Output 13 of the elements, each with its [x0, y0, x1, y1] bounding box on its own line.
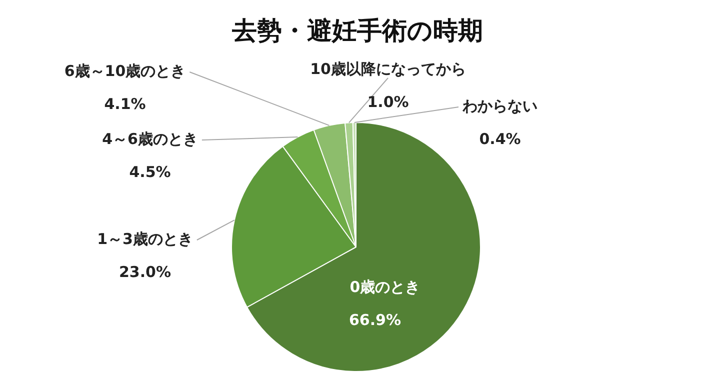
data-label: 0.4% — [479, 130, 521, 148]
chart-title: 去勢・避妊手術の時期 — [231, 15, 484, 47]
slice-label: 0歳のとき — [350, 278, 420, 296]
data-label: 4.1% — [104, 94, 146, 113]
data-label: 66.9% — [348, 310, 402, 329]
slice-label: わからない — [462, 96, 538, 115]
slice-label: 1～3歳のとき — [97, 230, 193, 248]
data-label: 23.0% — [118, 262, 172, 281]
slice-label: 10歳以降になってから — [310, 60, 466, 78]
slice-label: 6歳～10歳のとき — [64, 62, 186, 80]
slice-label: 4～6歳のとき — [102, 130, 198, 148]
data-label: 4.5% — [129, 162, 171, 181]
data-label: 1.0% — [367, 92, 409, 111]
